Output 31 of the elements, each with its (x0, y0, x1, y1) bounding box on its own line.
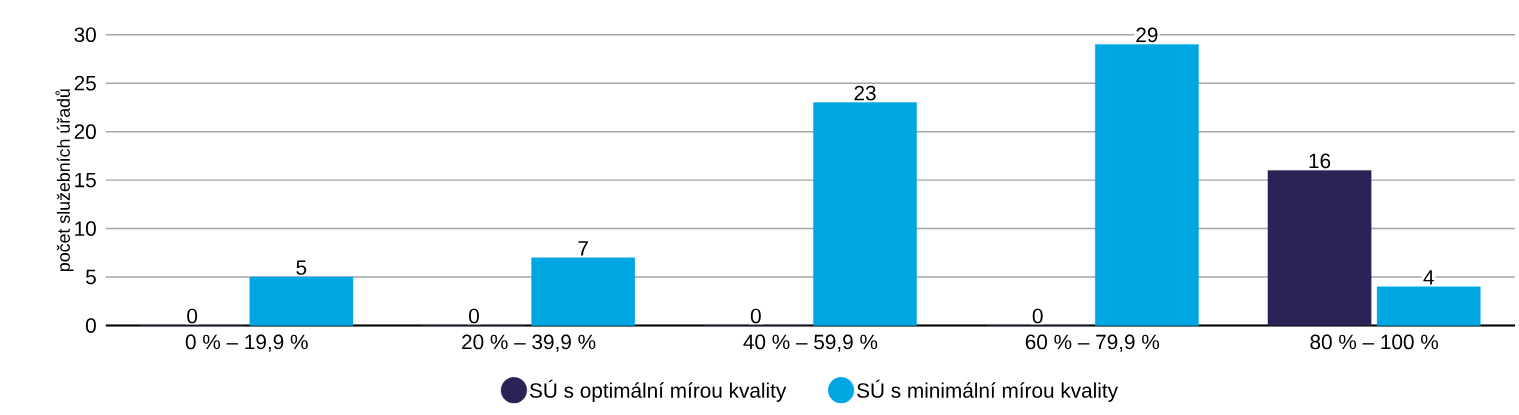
data-label: 0 (750, 308, 761, 324)
x-tick-label: 20 % – 39,9 % (462, 334, 596, 352)
legend-label: SÚ s minimální mírou kvality (857, 379, 1118, 403)
data-label: 0 (469, 308, 479, 324)
data-label: 7 (578, 241, 588, 256)
y-tick-label: 0 (85, 318, 96, 333)
bar (1267, 170, 1372, 326)
x-tick-label: 80 % – 100 % (1310, 334, 1439, 350)
bar (1095, 44, 1199, 326)
x-tick-label: 0 % – 19,9 % (185, 334, 308, 352)
y-tick-label: 5 (86, 269, 96, 285)
y-tick-label: 10 (75, 221, 96, 237)
y-tick-label: 20 (74, 124, 96, 140)
y-axis-title: počet služebních úřadů (55, 89, 74, 272)
data-label: 0 (187, 308, 198, 324)
data-label: 5 (296, 260, 307, 275)
data-label: 4 (1423, 270, 1434, 285)
x-tick-label: 60 % – 79,9 % (1025, 334, 1160, 352)
bar (813, 102, 917, 326)
bar (1376, 286, 1481, 326)
bar (249, 276, 354, 326)
y-tick-label: 15 (75, 172, 96, 188)
y-tick-label: 30 (74, 27, 96, 43)
y-tick-label: 25 (74, 75, 96, 91)
data-label: 29 (1136, 27, 1158, 43)
data-label: 0 (1032, 308, 1043, 324)
legend-label: SÚ s optimální mírou kvality (529, 379, 787, 403)
data-label: 16 (1309, 153, 1331, 169)
bar (531, 257, 635, 326)
x-tick-label: 40 % – 59,9 % (743, 334, 878, 352)
data-label: 23 (854, 85, 876, 101)
